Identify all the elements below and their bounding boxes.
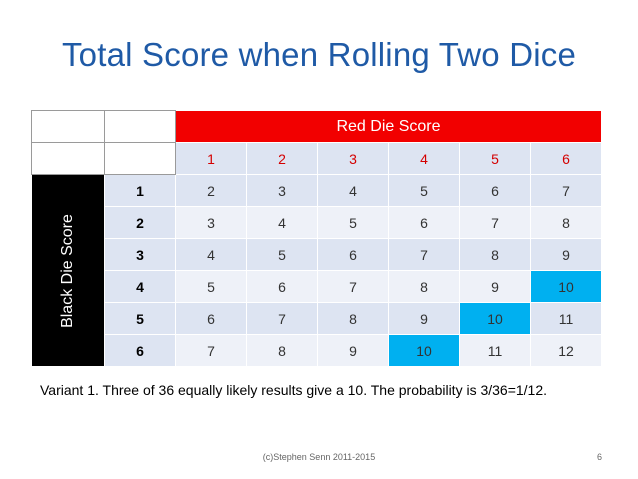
- black-die-header: Black Die Score: [31, 174, 105, 367]
- score-cell: 11: [530, 302, 602, 335]
- black-row-header: 1: [104, 174, 176, 207]
- table-row: 3 4 5 6 7 8 9: [32, 238, 602, 271]
- score-cell: 8: [317, 302, 389, 335]
- score-cell: 4: [317, 174, 389, 207]
- black-row-header: 5: [104, 302, 176, 335]
- score-cell: 9: [459, 270, 531, 303]
- black-row-header: 2: [104, 206, 176, 239]
- score-cell: 11: [459, 334, 531, 367]
- explanation-note: Variant 1. Three of 36 equally likely re…: [40, 382, 548, 398]
- score-cell: 8: [388, 270, 460, 303]
- score-cell: 7: [175, 334, 247, 367]
- red-column-header: 3: [317, 142, 389, 175]
- score-cell: 7: [388, 238, 460, 271]
- score-cell: 8: [246, 334, 318, 367]
- score-cell: 8: [530, 206, 602, 239]
- copyright-footer: (c)Stephen Senn 2011-2015: [262, 452, 376, 462]
- black-row-header: 4: [104, 270, 176, 303]
- score-cell: 6: [388, 206, 460, 239]
- red-die-header: Red Die Score: [175, 110, 602, 143]
- score-cell: 6: [175, 302, 247, 335]
- score-cell: 9: [388, 302, 460, 335]
- page-number: 6: [597, 452, 603, 462]
- table-header-row-red: Red Die Score: [31, 110, 602, 143]
- table-row: 4 5 6 7 8 9 10: [32, 270, 602, 303]
- empty-corner-cell: [104, 110, 176, 143]
- table-header-row-columns: 1 2 3 4 5 6: [31, 142, 602, 175]
- score-cell-highlighted: 10: [459, 302, 531, 335]
- score-cell: 4: [175, 238, 247, 271]
- red-column-header: 4: [388, 142, 460, 175]
- empty-corner-cell: [31, 142, 105, 175]
- score-cell: 6: [317, 238, 389, 271]
- score-cell: 9: [317, 334, 389, 367]
- red-column-header: 2: [246, 142, 318, 175]
- score-cell: 6: [246, 270, 318, 303]
- table-row: 6 7 8 9 10 11 12: [32, 334, 602, 367]
- score-cell: 5: [317, 206, 389, 239]
- score-cell-highlighted: 10: [388, 334, 460, 367]
- score-cell: 4: [246, 206, 318, 239]
- score-cell: 9: [530, 238, 602, 271]
- score-cell: 5: [246, 238, 318, 271]
- red-column-header: 1: [175, 142, 247, 175]
- black-row-header: 6: [104, 334, 176, 367]
- empty-corner-cell: [104, 142, 176, 175]
- score-cell: 3: [246, 174, 318, 207]
- red-column-header: 5: [459, 142, 531, 175]
- score-cell: 5: [175, 270, 247, 303]
- black-die-header-text: Black Die Score: [59, 213, 76, 328]
- slide-title: Total Score when Rolling Two Dice: [61, 36, 577, 73]
- empty-corner-cell: [31, 110, 105, 143]
- score-cell: 3: [175, 206, 247, 239]
- score-cell: 7: [246, 302, 318, 335]
- table-row: 2 3 4 5 6 7 8: [32, 206, 602, 239]
- table-row: 5 6 7 8 9 10 11: [32, 302, 602, 335]
- score-cell: 8: [459, 238, 531, 271]
- black-row-header: 3: [104, 238, 176, 271]
- score-cell: 2: [175, 174, 247, 207]
- dice-score-table: Red Die Score 1 2 3 4 5 6 Black Die Scor…: [31, 110, 602, 367]
- score-cell: 7: [459, 206, 531, 239]
- score-cell-highlighted: 10: [530, 270, 602, 303]
- score-cell: 7: [317, 270, 389, 303]
- score-cell: 7: [530, 174, 602, 207]
- table-row: Black Die Score 1 2 3 4 5 6 7: [31, 174, 602, 367]
- score-cell: 12: [530, 334, 602, 367]
- score-cell: 5: [388, 174, 460, 207]
- score-cell: 6: [459, 174, 531, 207]
- red-column-header: 6: [530, 142, 602, 175]
